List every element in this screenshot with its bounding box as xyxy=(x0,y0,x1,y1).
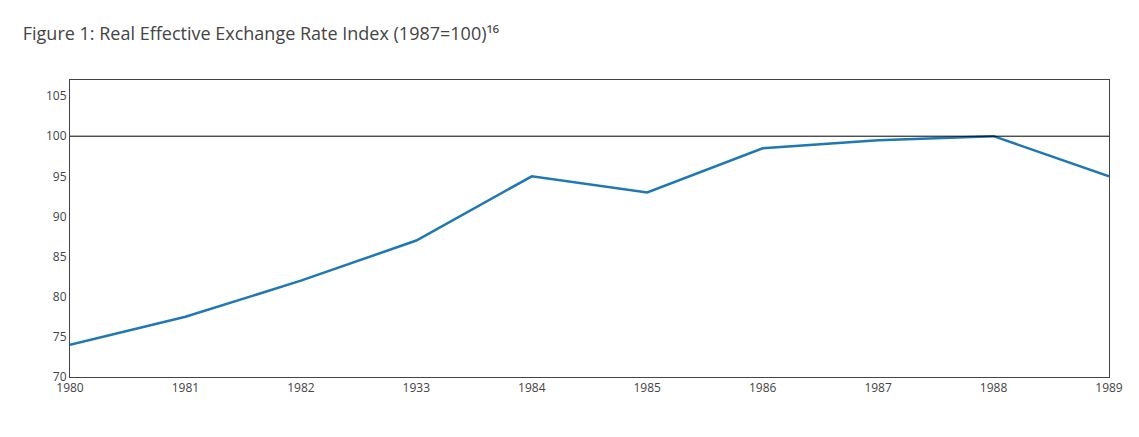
svg-text:70: 70 xyxy=(53,368,67,385)
svg-text:1986: 1986 xyxy=(749,379,777,396)
svg-text:100: 100 xyxy=(46,127,67,144)
svg-text:80: 80 xyxy=(53,288,67,305)
svg-text:95: 95 xyxy=(53,168,67,185)
svg-text:85: 85 xyxy=(53,248,67,265)
svg-text:1985: 1985 xyxy=(633,379,661,396)
svg-text:1988: 1988 xyxy=(980,379,1008,396)
svg-text:1933: 1933 xyxy=(403,379,431,396)
svg-text:1984: 1984 xyxy=(518,379,546,396)
svg-text:1980: 1980 xyxy=(56,379,84,396)
svg-text:1989: 1989 xyxy=(1095,379,1123,396)
svg-text:105: 105 xyxy=(46,87,67,104)
svg-text:1981: 1981 xyxy=(172,379,199,396)
svg-text:90: 90 xyxy=(53,208,67,225)
svg-text:75: 75 xyxy=(53,328,67,345)
svg-text:Figure 1: Real Effective Excha: Figure 1: Real Effective Exchange Rate I… xyxy=(23,21,499,45)
svg-text:1987: 1987 xyxy=(864,379,892,396)
svg-text:1982: 1982 xyxy=(287,379,315,396)
